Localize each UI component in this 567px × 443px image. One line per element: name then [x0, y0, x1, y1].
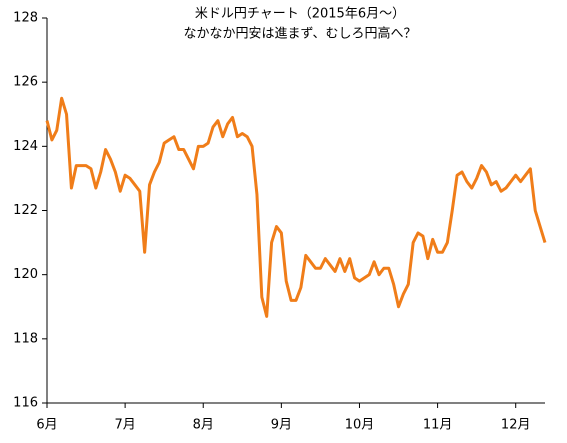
- line-series: [45, 96, 547, 318]
- chart-subtitle: なかなか円安は進まず、むしろ円高へ？: [183, 26, 416, 42]
- y-tick-label: 122: [13, 203, 38, 218]
- y-tick-label: 124: [13, 139, 38, 154]
- x-tick-label: 10月: [345, 418, 375, 433]
- chart-title: 米ドル円チャート（2015年6月～）: [195, 7, 405, 22]
- y-tick-label: 128: [13, 11, 38, 26]
- x-tick-label: 6月: [36, 418, 57, 433]
- x-tick-label: 9月: [271, 418, 292, 433]
- x-tick-label: 11月: [423, 418, 453, 433]
- x-tick-label: 12月: [501, 418, 531, 433]
- y-tick-label: 116: [13, 396, 38, 411]
- y-tick-label: 126: [13, 75, 38, 90]
- y-tick-label: 120: [13, 267, 38, 282]
- y-tick-label: 118: [13, 331, 38, 346]
- x-tick-label: 8月: [193, 418, 214, 433]
- x-tick-label: 7月: [114, 418, 135, 433]
